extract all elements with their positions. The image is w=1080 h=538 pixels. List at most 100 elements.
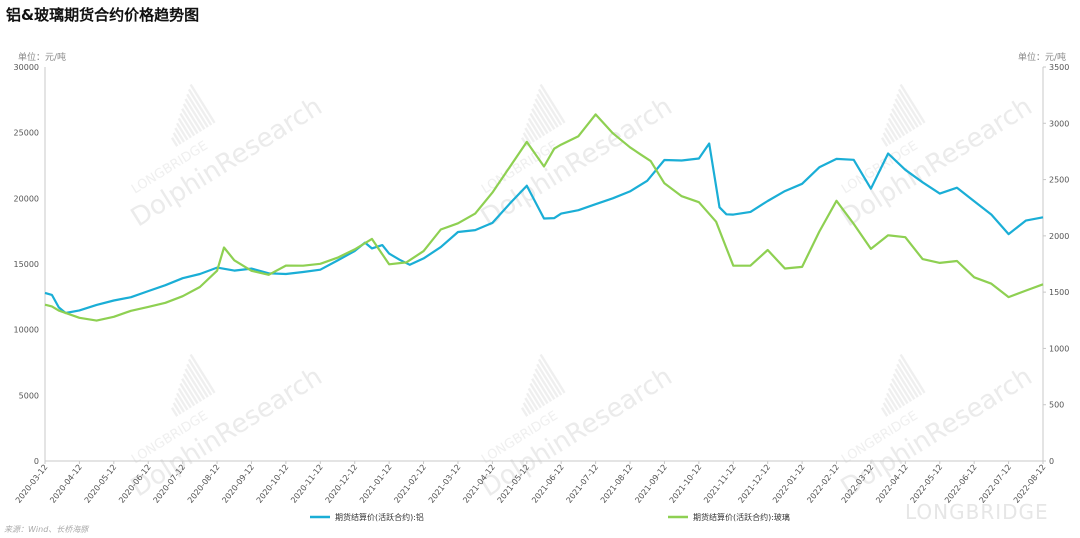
legend-label-1: 期货结算价(活跃合约):玻璃 bbox=[693, 512, 790, 522]
watermark-bar bbox=[889, 112, 906, 137]
watermark-bar bbox=[894, 368, 916, 400]
watermark-bar bbox=[897, 88, 923, 126]
x-tick-label: 2021-10-12 bbox=[668, 463, 704, 505]
watermark-bar bbox=[174, 127, 186, 143]
watermark-text: DolphinResearch bbox=[126, 362, 328, 504]
watermark-bar bbox=[170, 407, 179, 417]
x-tick-label: 2020-05-12 bbox=[83, 463, 119, 505]
x-tick-label: 2021-07-12 bbox=[564, 463, 600, 505]
watermark-bar bbox=[899, 353, 926, 394]
watermark-bar bbox=[522, 402, 532, 415]
watermark-bar bbox=[524, 127, 536, 143]
watermark-bar bbox=[524, 397, 536, 413]
watermark-bar bbox=[537, 358, 563, 396]
x-tick-label: 2020-04-12 bbox=[48, 463, 84, 505]
watermark-bar bbox=[536, 363, 559, 398]
x-tick-label: 2021-08-12 bbox=[599, 463, 635, 505]
watermark-bar bbox=[892, 373, 913, 402]
y-right-tick-label: 500 bbox=[1049, 401, 1064, 410]
x-tick-label: 2021-09-12 bbox=[633, 463, 669, 505]
watermark-text: DolphinResearch bbox=[126, 92, 328, 234]
x-tick-label: 2022-05-12 bbox=[909, 463, 945, 505]
watermark-bar bbox=[539, 353, 566, 394]
watermark-bar bbox=[884, 397, 896, 413]
y-right-tick-label: 3500 bbox=[1049, 63, 1069, 72]
x-tick-label: 2022-02-12 bbox=[805, 463, 841, 505]
x-tick-label: 2020-10-12 bbox=[255, 463, 291, 505]
watermark-bar bbox=[886, 392, 899, 411]
watermark-bar bbox=[887, 387, 902, 409]
watermark-bar bbox=[884, 127, 896, 143]
series-line-1 bbox=[44, 113, 1044, 322]
watermark-bar bbox=[184, 98, 206, 130]
watermark-bar bbox=[536, 93, 559, 128]
watermark-bar bbox=[887, 117, 902, 139]
watermark-text: DolphinResearch bbox=[836, 92, 1038, 234]
watermark-bar bbox=[882, 132, 892, 145]
watermark-bar bbox=[179, 112, 196, 137]
watermark-bar bbox=[537, 88, 563, 126]
x-tick-label: 2020-09-12 bbox=[220, 463, 256, 505]
watermark-bar bbox=[184, 368, 206, 400]
watermark-bar bbox=[539, 83, 566, 124]
watermark-bar bbox=[527, 387, 542, 409]
right-axis-unit: 单位：元/吨 bbox=[1017, 53, 1066, 63]
y-left-tick-label: 10000 bbox=[14, 326, 39, 335]
watermark-bar bbox=[891, 378, 909, 405]
watermark-text: DolphinResearch bbox=[836, 362, 1038, 504]
watermark-bar bbox=[172, 402, 182, 415]
watermark-bar bbox=[189, 83, 216, 124]
watermark-bar bbox=[880, 407, 889, 417]
y-left-tick-label: 20000 bbox=[14, 194, 39, 203]
x-tick-label: 2022-07-12 bbox=[977, 463, 1013, 505]
watermark-bar bbox=[176, 122, 189, 141]
watermark-bar bbox=[534, 368, 556, 400]
y-left-tick-label: 0 bbox=[34, 457, 39, 466]
x-tick-label: 2020-12-12 bbox=[324, 463, 360, 505]
x-tick-label: 2020-03-12 bbox=[14, 463, 50, 505]
y-left-tick-label: 30000 bbox=[14, 63, 39, 72]
watermark-bar bbox=[182, 373, 203, 402]
y-right-tick-label: 3000 bbox=[1049, 119, 1069, 128]
watermark-bar bbox=[534, 98, 556, 130]
watermark-bar bbox=[892, 103, 913, 132]
watermark-bar bbox=[174, 397, 186, 413]
watermark-bar bbox=[170, 137, 179, 147]
x-tick-label: 2020-11-12 bbox=[289, 463, 325, 505]
chart-title: 铝&玻璃期货合约价格趋势图 bbox=[6, 6, 200, 24]
y-right-tick-label: 0 bbox=[1049, 457, 1054, 466]
x-tick-label: 2022-01-12 bbox=[771, 463, 807, 505]
watermark-bar bbox=[899, 83, 926, 124]
x-tick-label: 2022-06-12 bbox=[943, 463, 979, 505]
watermark-bar bbox=[532, 373, 553, 402]
watermark-bar bbox=[182, 103, 203, 132]
watermark-bar bbox=[177, 387, 192, 409]
watermark-bar bbox=[186, 93, 209, 128]
watermark-bar bbox=[181, 378, 199, 405]
watermark-bar bbox=[179, 382, 196, 407]
y-left-tick-label: 5000 bbox=[19, 391, 39, 400]
watermark-bar bbox=[531, 378, 549, 405]
series-line-0 bbox=[44, 142, 1044, 315]
x-tick-label: 2022-08-12 bbox=[1012, 463, 1048, 505]
series-lines bbox=[44, 113, 1044, 322]
watermark-bar bbox=[896, 93, 919, 128]
legend-label-0: 期货结算价(活跃合约):铝 bbox=[335, 512, 424, 522]
watermark-text: DolphinResearch bbox=[476, 92, 678, 234]
watermark-bar bbox=[527, 117, 542, 139]
watermark-bar bbox=[187, 358, 213, 396]
y-right-tick-label: 1000 bbox=[1049, 344, 1069, 353]
brand-watermark: LONGBRIDGE bbox=[905, 500, 1049, 524]
watermark-bar bbox=[894, 98, 916, 130]
y-right-tick-label: 2000 bbox=[1049, 232, 1069, 241]
watermark-bar bbox=[882, 402, 892, 415]
watermark-bar bbox=[526, 122, 539, 141]
watermark-bar bbox=[529, 112, 546, 137]
left-axis-unit: 单位：元/吨 bbox=[18, 53, 67, 63]
watermark-bar bbox=[187, 88, 213, 126]
watermark-bar bbox=[529, 382, 546, 407]
watermark-bar bbox=[891, 108, 909, 135]
